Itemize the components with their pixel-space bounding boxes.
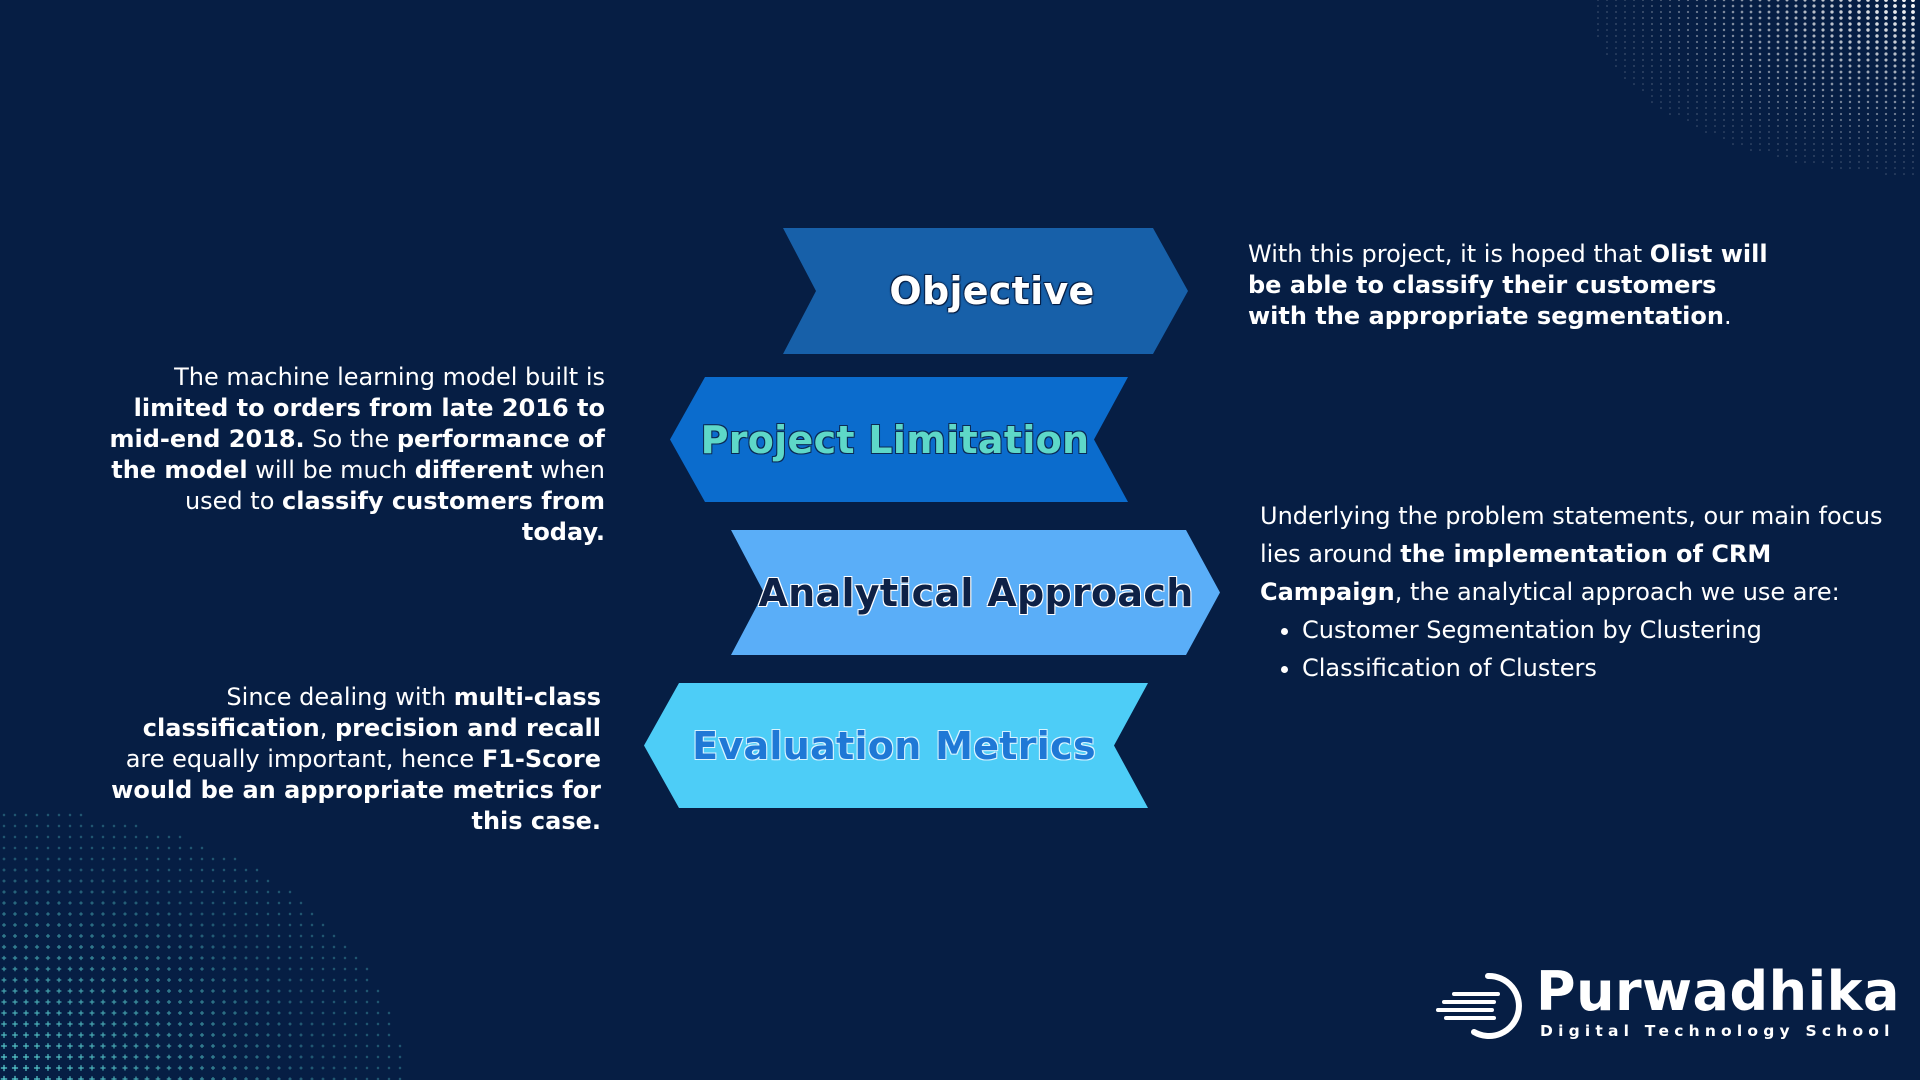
analytical-approach-arrow: Analytical Approach	[731, 530, 1220, 655]
text-run: With this project, it is hoped that	[1248, 240, 1650, 268]
approach-list: Customer Segmentation by Clustering Clas…	[1260, 611, 1890, 687]
purwadhika-logo: Purwadhika Digital Technology School	[1436, 960, 1899, 1043]
objective-arrow-shape	[783, 228, 1188, 354]
objective-label: Objective	[889, 269, 1095, 313]
list-item: Customer Segmentation by Clustering	[1302, 611, 1890, 649]
metrics-description: Since dealing with multi-class classific…	[100, 682, 601, 837]
text-run: are equally important, hence	[125, 745, 482, 773]
text-bold: different	[414, 456, 533, 484]
metrics-arrow-shape	[644, 683, 1148, 808]
text-run: , the analytical approach we use are:	[1394, 578, 1840, 606]
text-bold: F1-Score would be an appropriate metrics…	[111, 745, 601, 835]
text-bold: performance of the model	[111, 425, 605, 484]
limitation-description: The machine learning model built is limi…	[100, 362, 605, 548]
analytical-approach-label: Analytical Approach	[758, 570, 1194, 615]
text-bold: Olist will be able to classify their cus…	[1248, 240, 1768, 330]
evaluation-metrics-arrow: Evaluation Metrics	[644, 683, 1148, 808]
plus-pattern-bottom-left	[0, 813, 402, 1080]
text-run: So the	[304, 425, 397, 453]
text-bold: precision and recall	[335, 714, 601, 742]
list-item: Classification of Clusters	[1302, 649, 1890, 687]
logo-tagline: Digital Technology School	[1540, 1022, 1895, 1040]
text-run: ,	[319, 714, 335, 742]
approach-arrow-shape	[731, 530, 1220, 655]
text-bold: limited to orders from late 2016 to mid-…	[109, 394, 605, 453]
swoosh-circle-logo-icon	[1436, 972, 1522, 1039]
text-bold: multi-class classification	[142, 683, 601, 742]
text-bold: classify customers from today.	[282, 487, 605, 546]
limitation-arrow-shape	[670, 377, 1128, 502]
logo-name: Purwadhika	[1536, 960, 1900, 1023]
text-run: The machine learning model built is	[174, 363, 605, 391]
text-bold: the implementation of CRM Campaign	[1260, 540, 1772, 606]
project-limitation-arrow: Project Limitation	[670, 377, 1128, 502]
text-run: .	[1723, 302, 1732, 330]
approach-description: Underlying the problem statements, our m…	[1260, 497, 1890, 687]
objective-arrow: Objective	[783, 228, 1188, 354]
text-run: Since dealing with	[226, 683, 454, 711]
project-limitation-label: Project Limitation	[700, 417, 1090, 462]
dot-pattern-top-right	[1597, 0, 1915, 175]
text-run: will be much	[247, 456, 415, 484]
text-run: Underlying the problem statements, our m…	[1260, 502, 1883, 568]
text-run: when used to	[184, 456, 605, 515]
approach-intro: Underlying the problem statements, our m…	[1260, 497, 1890, 611]
evaluation-metrics-label: Evaluation Metrics	[692, 723, 1096, 768]
objective-description: With this project, it is hoped that Olis…	[1248, 239, 1768, 332]
